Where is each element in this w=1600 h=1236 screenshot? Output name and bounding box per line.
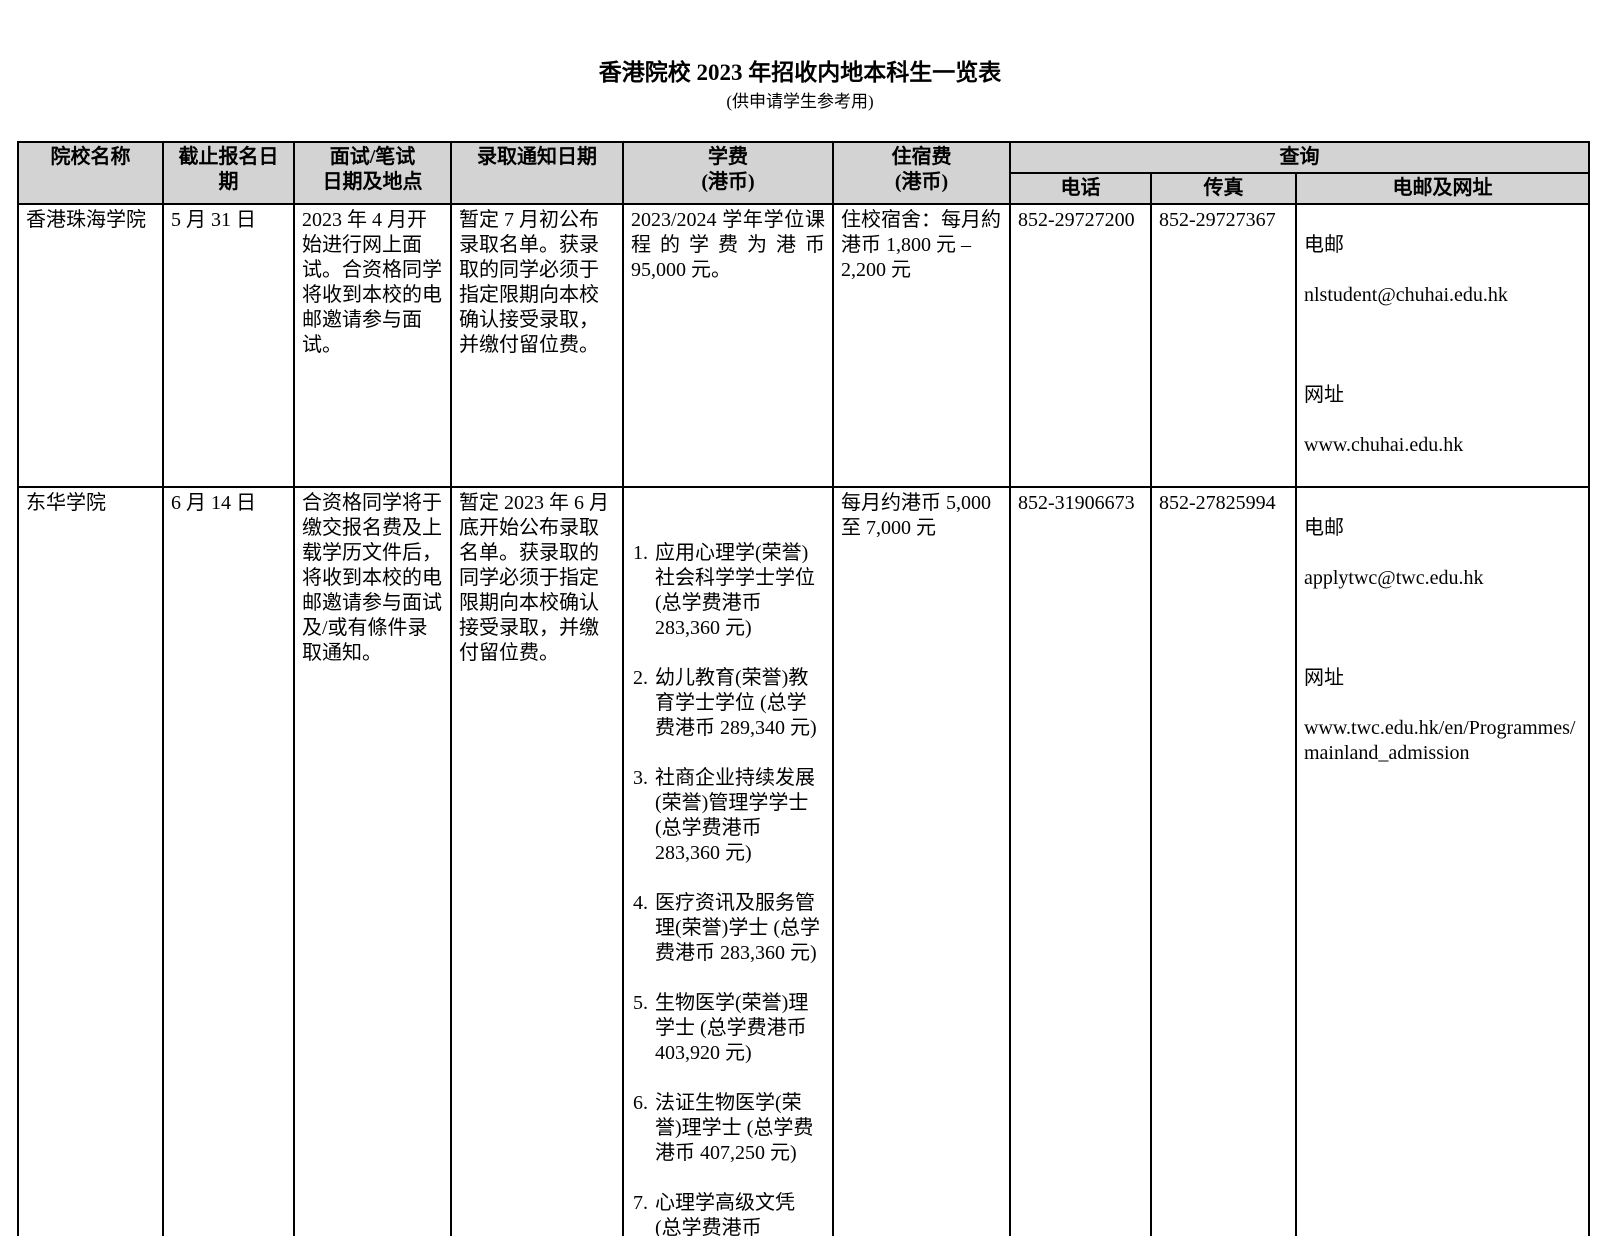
- spacer: [1304, 616, 1581, 641]
- list-item: 社商企业持续发展(荣誉)管理学学士 (总学费港币 283,360 元): [653, 766, 825, 866]
- cell-interview: 合资格同学将于缴交报名费及上载学历文件后，将收到本校的电邮邀请参与面试及/或有條…: [293, 486, 452, 1236]
- spacer: [1304, 333, 1581, 358]
- cell-phone: 852-29727200: [1009, 203, 1152, 488]
- email-label: 电邮: [1304, 234, 1344, 256]
- cell-interview: 2023 年 4 月开始进行网上面试。合资格同学将收到本校的电邮邀请参与面试。: [293, 203, 452, 488]
- table-row-chuhai: 香港珠海学院 5 月 31 日 2023 年 4 月开始进行网上面试。合资格同学…: [17, 203, 1590, 488]
- table-row-twc: 东华学院 6 月 14 日 合资格同学将于缴交报名费及上载学历文件后，将收到本校…: [17, 486, 1590, 1236]
- list-item: 生物医学(荣誉)理学士 (总学费港币 403,920 元): [653, 991, 825, 1066]
- website-label: 网址: [1304, 384, 1344, 406]
- admissions-table: 院校名称 截止报名日期 面试/笔试 日期及地点 录取通知日期 学费 (港币) 住…: [17, 141, 1590, 1236]
- cell-tuition: 2023/2024 学年学位课程的学费为港币 95,000 元。: [622, 203, 834, 488]
- page-subtitle: (供申请学生参考用): [726, 92, 874, 111]
- cell-deadline: 6 月 14 日: [162, 486, 295, 1236]
- header-query: 查询: [1009, 141, 1590, 174]
- website-url: www.chuhai.edu.hk: [1304, 434, 1464, 456]
- cell-accommodation: 每月约港币 5,000 至 7,000 元: [832, 486, 1011, 1236]
- list-item: 心理学高级文凭 (总学费港币 123,800 元): [653, 1191, 825, 1236]
- website-label: 网址: [1304, 667, 1344, 689]
- cell-accommodation: 住校宿舍：每月約港币 1,800 元 – 2,200 元: [832, 203, 1011, 488]
- list-item: 幼儿教育(荣誉)教育学士学位 (总学费港币 289,340 元): [653, 666, 825, 741]
- header-deadline: 截止报名日期: [162, 141, 295, 205]
- list-item: 医疗资讯及服务管理(荣誉)学士 (总学费港币 283,360 元): [653, 891, 825, 966]
- website-url: www.twc.edu.hk/en/Programmes/mainland_ad…: [1304, 717, 1576, 764]
- header-notification: 录取通知日期: [450, 141, 624, 205]
- cell-notification: 暂定 7 月初公布录取名单。获录取的同学必须于指定限期向本校确认接受录取，并缴付…: [450, 203, 624, 488]
- header-accommodation: 住宿费 (港币): [832, 141, 1011, 205]
- cell-fax: 852-27825994: [1150, 486, 1297, 1236]
- cell-phone: 852-31906673: [1009, 486, 1152, 1236]
- email-label: 电邮: [1304, 517, 1344, 539]
- cell-institution: 香港珠海学院: [17, 203, 164, 488]
- list-item: 法证生物医学(荣誉)理学士 (总学费港币 407,250 元): [653, 1091, 825, 1166]
- cell-tuition: 应用心理学(荣誉)社会科学学士学位 (总学费港币 283,360 元) 幼儿教育…: [622, 486, 834, 1236]
- header-email-web: 电邮及网址: [1295, 172, 1590, 205]
- cell-notification: 暂定 2023 年 6 月底开始公布录取名单。获录取的同学必须于指定限期向本校确…: [450, 486, 624, 1236]
- email-address: applytwc@twc.edu.hk: [1304, 567, 1484, 589]
- cell-fax: 852-29727367: [1150, 203, 1297, 488]
- header-interview: 面试/笔试 日期及地点: [293, 141, 452, 205]
- cell-email-web: 电邮 applytwc@twc.edu.hk 网址 www.twc.edu.hk…: [1295, 486, 1590, 1236]
- cell-institution: 东华学院: [17, 486, 164, 1236]
- cell-deadline: 5 月 31 日: [162, 203, 295, 488]
- header-institution: 院校名称: [17, 141, 164, 205]
- header-fax: 传真: [1150, 172, 1297, 205]
- email-address: nlstudent@chuhai.edu.hk: [1304, 284, 1508, 306]
- list-item: 应用心理学(荣誉)社会科学学士学位 (总学费港币 283,360 元): [653, 541, 825, 641]
- cell-email-web: 电邮 nlstudent@chuhai.edu.hk 网址 www.chuhai…: [1295, 203, 1590, 488]
- tuition-programme-list: 应用心理学(荣誉)社会科学学士学位 (总学费港币 283,360 元) 幼儿教育…: [631, 516, 825, 1236]
- header-phone: 电话: [1009, 172, 1152, 205]
- page-title: 香港院校 2023 年招收内地本科生一览表: [598, 60, 1002, 85]
- header-tuition: 学费 (港币): [622, 141, 834, 205]
